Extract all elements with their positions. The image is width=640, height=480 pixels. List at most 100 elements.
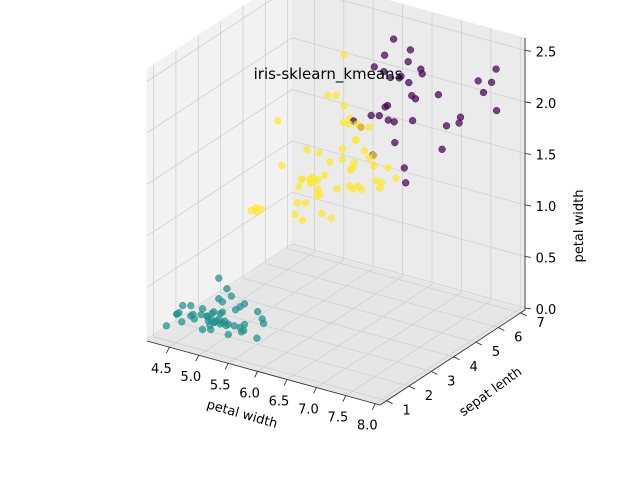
- scatter-point-cluster-2: [303, 145, 311, 154]
- z-grid-line-left: [146, 140, 293, 237]
- scatter-point-cluster-2: [338, 155, 347, 163]
- scatter-point-cluster-0: [390, 118, 398, 126]
- x-tick-label: 7.0: [298, 403, 319, 418]
- z-tick-label: 2.0: [536, 97, 557, 112]
- scatter-point-cluster-1: [218, 298, 227, 306]
- scatter-point-cluster-1: [198, 305, 207, 313]
- x-tick-mark: [195, 355, 200, 362]
- scatter-point-cluster-0: [411, 95, 420, 103]
- scatter-point-cluster-0: [456, 113, 465, 121]
- scatter-point-cluster-0: [395, 74, 403, 82]
- x-grid-line-floor: [257, 276, 403, 372]
- y-grid-line-floor: [242, 277, 477, 343]
- scatter-point-cluster-1: [216, 310, 224, 318]
- scatter-point-cluster-1: [187, 301, 195, 310]
- x-tick-label: 7.5: [328, 411, 349, 426]
- z-tick-label: 1.0: [536, 200, 557, 215]
- scatter-point-cluster-2: [291, 210, 299, 219]
- z-grid-line-back: [291, 89, 526, 154]
- scatter-point-cluster-2: [326, 158, 334, 166]
- x-grid-line-floor: [198, 259, 344, 356]
- y-tick-mark: [498, 327, 505, 331]
- scatter-point-cluster-2: [340, 102, 348, 110]
- scatter-point-cluster-1: [253, 334, 261, 342]
- scatter-point-cluster-2: [293, 198, 301, 207]
- y-tick-mark: [386, 400, 393, 405]
- scatter-point-cluster-0: [389, 35, 398, 43]
- scatter-point-cluster-1: [215, 274, 223, 282]
- scatter-point-cluster-2: [274, 117, 282, 125]
- scatter-point-cluster-1: [259, 319, 268, 328]
- scatter-point-cluster-2: [298, 175, 306, 183]
- z-grid-line-back: [291, 243, 526, 309]
- scatter-point-cluster-1: [206, 321, 214, 329]
- axis-lines: [146, 38, 532, 410]
- scatter-point-cluster-1: [222, 321, 230, 330]
- scatter-point-cluster-2: [312, 177, 320, 185]
- y-tick-label: 6: [514, 331, 522, 346]
- scatter-point-cluster-1: [190, 315, 199, 323]
- x-grid-line-floor: [286, 284, 433, 380]
- scatter-point-cluster-2: [365, 123, 373, 131]
- y-grid-line-floor: [265, 263, 499, 328]
- scatter-point-cluster-0: [402, 179, 410, 187]
- scatter-point-cluster-1: [198, 325, 207, 334]
- x-tick-mark: [371, 403, 376, 410]
- z-tick-mark: [524, 49, 532, 52]
- scatter-point-cluster-0: [487, 78, 496, 87]
- x-tick-label: 5.0: [180, 370, 201, 385]
- z-tick-mark: [524, 204, 532, 207]
- scatter-point-cluster-2: [333, 185, 341, 193]
- x-tick-label: 6.5: [269, 395, 290, 410]
- scatter-point-cluster-2: [346, 166, 355, 174]
- scatter-point-cluster-0: [391, 138, 399, 147]
- scatter-point-cluster-0: [492, 106, 501, 115]
- scatter-point-cluster-2: [370, 162, 378, 170]
- y-tick-label: 7: [536, 316, 544, 331]
- scatter-point-cluster-0: [405, 78, 413, 87]
- scatter-point-cluster-0: [404, 58, 412, 66]
- z-tick-label: 1.5: [536, 148, 557, 163]
- x-tick-label: 4.5: [151, 362, 172, 377]
- scatter-point-cluster-2: [346, 182, 354, 190]
- scatter-point-cluster-2: [365, 154, 373, 162]
- scatter-point-cluster-0: [418, 70, 426, 78]
- scatter-point-cluster-1: [254, 307, 262, 316]
- scatter-point-cluster-0: [479, 88, 488, 97]
- x-tick-label: 5.5: [210, 378, 231, 393]
- scatter-point-cluster-2: [315, 149, 323, 157]
- z-tick-label: 0.5: [536, 251, 557, 266]
- scatter-point-cluster-0: [370, 63, 378, 71]
- z-grid-line-left: [146, 0, 272, 82]
- scatter-point-cluster-2: [352, 136, 360, 144]
- scatter-point-cluster-0: [474, 77, 482, 85]
- scatter-point-cluster-1: [173, 310, 181, 318]
- scatter-point-cluster-0: [492, 65, 500, 73]
- scatter-point-cluster-2: [321, 171, 329, 179]
- scatter-point-cluster-0: [386, 73, 395, 82]
- z-grid-line-left: [146, 89, 293, 185]
- z-grid-line-back: [340, 0, 526, 51]
- scatter-point-cluster-1: [227, 292, 236, 300]
- scatter-point-cluster-2: [392, 174, 400, 182]
- scatter-point-cluster-0: [367, 111, 375, 120]
- scatter-point-cluster-2: [360, 147, 369, 155]
- scatter-point-cluster-2: [357, 123, 365, 131]
- z-tick-label: 2.5: [536, 45, 557, 60]
- scatter-point-cluster-2: [332, 91, 340, 100]
- scatter-point-cluster-1: [178, 318, 186, 326]
- scatter-point-cluster-2: [313, 192, 321, 200]
- y-tick-label: 2: [425, 389, 433, 404]
- x-tick-label: 6.0: [239, 386, 260, 401]
- scatter-point-cluster-2: [340, 50, 348, 59]
- z-grid-line-back: [291, 192, 526, 257]
- y-tick-label: 3: [447, 374, 455, 389]
- y-tick-label: 1: [402, 404, 410, 419]
- scatter-point-cluster-2: [345, 120, 353, 128]
- x-tick-mark: [283, 379, 288, 386]
- scatter-point-cluster-2: [318, 209, 326, 218]
- z-grid-line-back: [291, 140, 526, 206]
- scatter-point-cluster-0: [381, 103, 389, 111]
- z-tick-mark: [524, 307, 532, 310]
